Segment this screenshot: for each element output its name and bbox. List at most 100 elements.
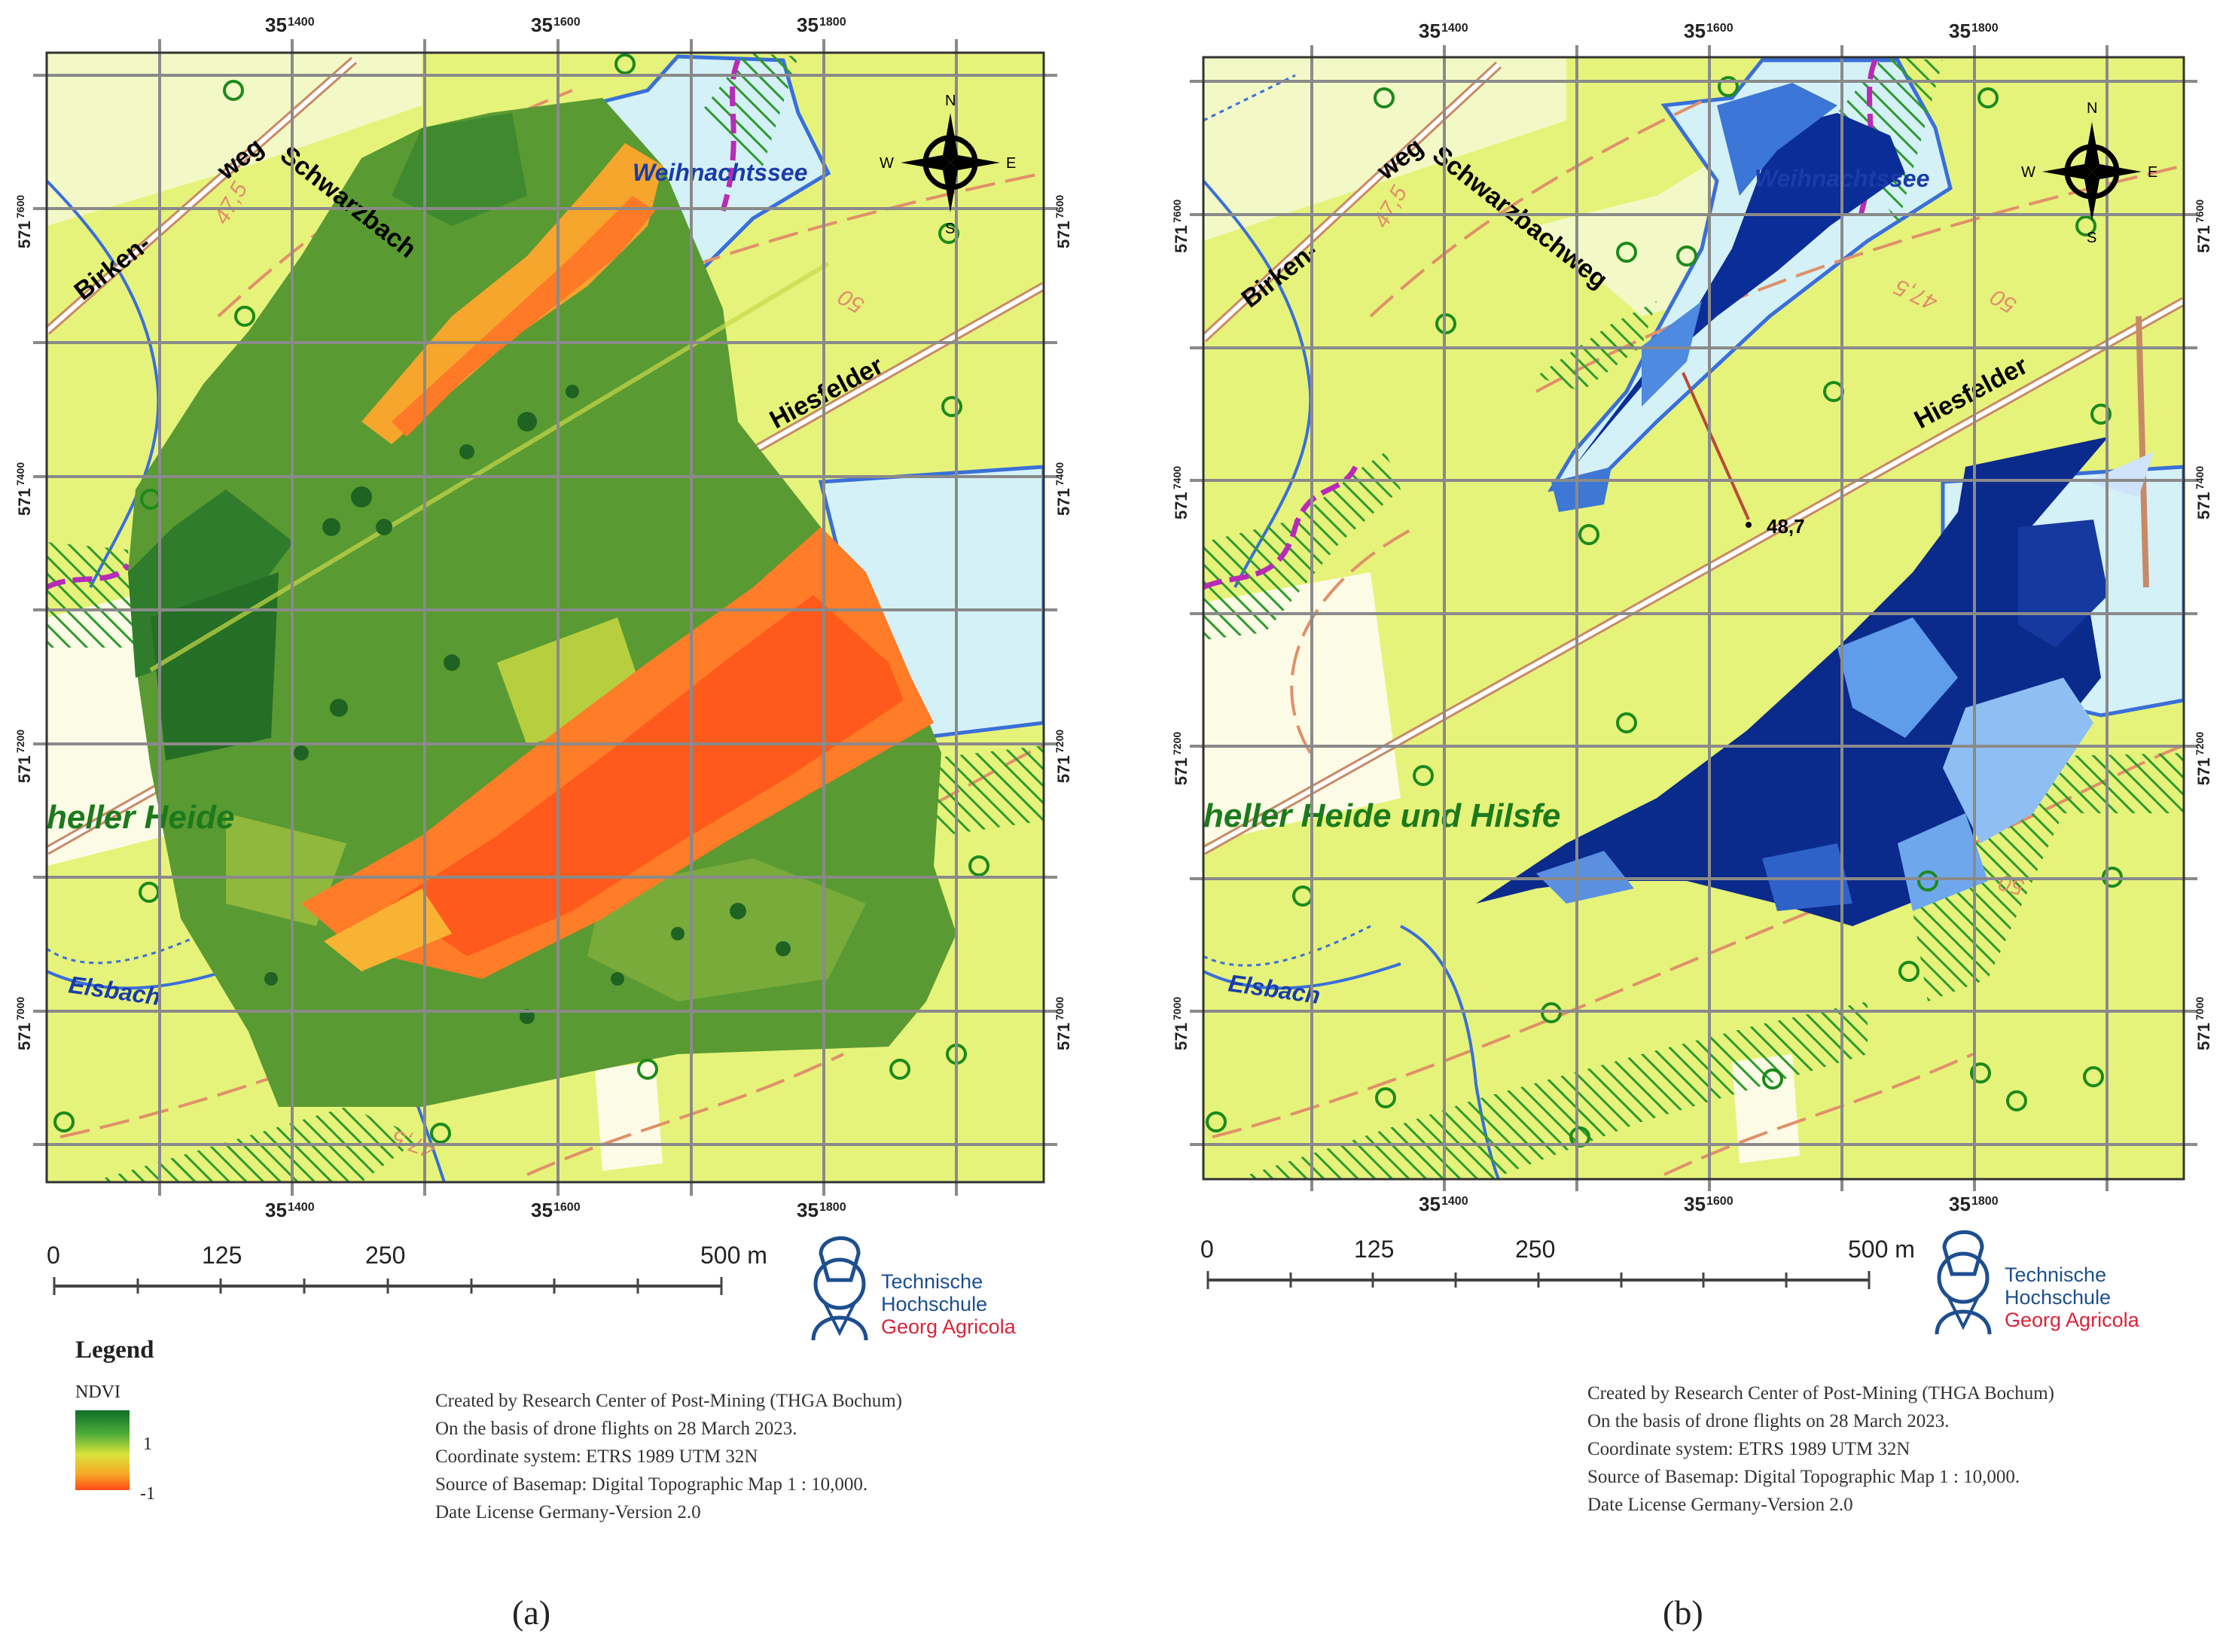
scale-125: 125 — [202, 1242, 242, 1269]
water-index-raster — [1476, 83, 2154, 926]
tick-left-4-sup: 7000 — [1171, 997, 1183, 1020]
credits-a: Created by Research Center of Post-Minin… — [435, 1387, 902, 1526]
tick-top-1-sup: 1400 — [1441, 22, 1468, 35]
tick-right-2: 571 — [1054, 488, 1073, 516]
map-frame — [45, 51, 1045, 1184]
tick-bottom-3-sup: 1800 — [1971, 1195, 1999, 1208]
ndvi-colorbar — [75, 1410, 130, 1490]
label-reserve: heller Heide und Hilsfe — [1203, 797, 1560, 834]
scale-125: 125 — [1354, 1236, 1394, 1263]
map-frame — [1202, 56, 2185, 1181]
tick-left-4: 571 — [1172, 1023, 1191, 1050]
compass-s: S — [945, 221, 955, 237]
caption-a: (a) — [512, 1593, 551, 1632]
legend-max: 1 — [143, 1434, 152, 1454]
legend-variable: NDVI — [75, 1382, 120, 1402]
tick-right-4: 571 — [1054, 1023, 1073, 1050]
compass-rose-icon: N S E W — [2021, 100, 2157, 246]
thga-logo-icon — [1935, 1230, 1992, 1335]
tick-bottom-3: 35 — [1949, 1193, 1971, 1215]
tick-top-2: 35 — [1684, 20, 1706, 42]
scale-250: 250 — [365, 1242, 405, 1269]
tick-bottom-1: 35 — [1419, 1193, 1441, 1215]
tick-bottom-2-sup: 1600 — [553, 1201, 581, 1214]
tick-left-3: 571 — [1172, 757, 1191, 785]
tick-top-3: 35 — [797, 14, 819, 36]
compass-e: E — [2148, 164, 2157, 181]
tick-bottom-1-sup: 1400 — [288, 1201, 315, 1214]
legend-min: -1 — [140, 1484, 155, 1504]
tick-left-4-sup: 7000 — [14, 997, 26, 1020]
tick-right-3-sup: 7200 — [2194, 732, 2206, 755]
tick-top-3-sup: 1800 — [819, 16, 846, 29]
tick-left-1: 571 — [15, 221, 34, 248]
tick-top-3: 35 — [1949, 20, 1971, 42]
scale-0: 0 — [1200, 1236, 1214, 1263]
tick-right-3: 571 — [2194, 757, 2213, 785]
tick-top-2-sup: 1600 — [1706, 22, 1733, 35]
tick-left-1: 571 — [1172, 225, 1191, 253]
credit-line: On the basis of drone flights on 28 Marc… — [1587, 1411, 1950, 1431]
logo-line-3: Georg Agricola — [2005, 1309, 2139, 1331]
map-b: Birken- weg Schwarzbachweg Hiesfelder We… — [1171, 20, 2213, 1335]
tick-left-3: 571 — [15, 755, 34, 783]
tick-right-1: 571 — [1054, 221, 1073, 248]
map-a: Birken- weg Schwarzbach Hiesfelder Weihn… — [14, 14, 1073, 1341]
credit-line: Source of Basemap: Digital Topographic M… — [435, 1474, 868, 1495]
credits-b: Created by Research Center of Post-Minin… — [1587, 1379, 2054, 1519]
tick-bottom-1: 35 — [265, 1199, 287, 1221]
tick-left-1-sup: 7600 — [14, 195, 26, 218]
tick-right-2-sup: 7400 — [2194, 466, 2206, 489]
credit-line: Date License Germany-Version 2.0 — [435, 1502, 701, 1522]
scale-bar: 0 125 250 500 m — [1200, 1236, 1915, 1289]
tick-bottom-3: 35 — [797, 1199, 819, 1221]
tick-right-1-sup: 7600 — [2194, 200, 2206, 223]
tick-bottom-3-sup: 1800 — [819, 1201, 846, 1214]
tick-left-1-sup: 7600 — [1171, 200, 1183, 223]
tick-bottom-2: 35 — [531, 1199, 553, 1221]
tick-right-3: 571 — [1054, 755, 1073, 783]
label-weihnachtssee: Weihnachtssee — [633, 159, 807, 186]
logo-line-1: Technische — [881, 1270, 983, 1293]
tick-top-2: 35 — [531, 14, 553, 36]
tick-left-4: 571 — [15, 1023, 34, 1050]
tick-right-4: 571 — [2194, 1023, 2213, 1050]
credit-line: Coordinate system: ETRS 1989 UTM 32N — [1587, 1439, 1910, 1459]
credit-line: Date License Germany-Version 2.0 — [1587, 1495, 1853, 1515]
caption-b: (b) — [1663, 1593, 1703, 1632]
credit-line: Coordinate system: ETRS 1989 UTM 32N — [435, 1446, 758, 1467]
panel-a: Birken- weg Schwarzbach Hiesfelder Weihn… — [0, 0, 1114, 1652]
compass-n: N — [945, 93, 956, 109]
compass-w: W — [880, 155, 894, 172]
tick-left-2-sup: 7400 — [14, 462, 26, 486]
tick-right-2-sup: 7400 — [1054, 462, 1066, 486]
tick-bottom-1-sup: 1400 — [1441, 1195, 1468, 1208]
tick-left-2-sup: 7400 — [1171, 466, 1183, 489]
grid — [33, 39, 1057, 1196]
thga-logo-icon — [811, 1236, 868, 1341]
compass-n: N — [2087, 100, 2097, 117]
compass-w: W — [2021, 164, 2035, 181]
tree-symbols — [1206, 76, 2123, 1148]
scale-bar: 0 125 250 500 m — [47, 1242, 767, 1295]
tick-top-2-sup: 1600 — [553, 16, 581, 29]
label-reserve: heller Heide — [47, 799, 234, 836]
tick-left-2: 571 — [1172, 492, 1191, 520]
tick-left-3-sup: 7200 — [1171, 732, 1183, 755]
tick-right-1-sup: 7600 — [1054, 195, 1066, 218]
grid — [1190, 45, 2197, 1191]
compass-rose-icon: N S E W — [880, 93, 1016, 237]
legend: Legend NDVI 1 -1 — [75, 1337, 155, 1504]
tick-right-3-sup: 7200 — [1054, 730, 1066, 753]
ndvi-raster — [128, 98, 956, 1107]
tick-left-3-sup: 7200 — [14, 730, 26, 753]
compass-e: E — [1006, 155, 1016, 172]
tick-top-3-sup: 1800 — [1971, 22, 1999, 35]
panel-b: Birken- weg Schwarzbachweg Hiesfelder We… — [1114, 0, 2229, 1652]
credit-line: Created by Research Center of Post-Minin… — [435, 1391, 903, 1411]
tick-right-1: 571 — [2194, 225, 2213, 253]
legend-title: Legend — [75, 1337, 154, 1364]
tick-top-1: 35 — [265, 14, 287, 36]
logo-line-1: Technische — [2005, 1263, 2107, 1286]
logo-line-2: Hochschule — [881, 1293, 988, 1315]
